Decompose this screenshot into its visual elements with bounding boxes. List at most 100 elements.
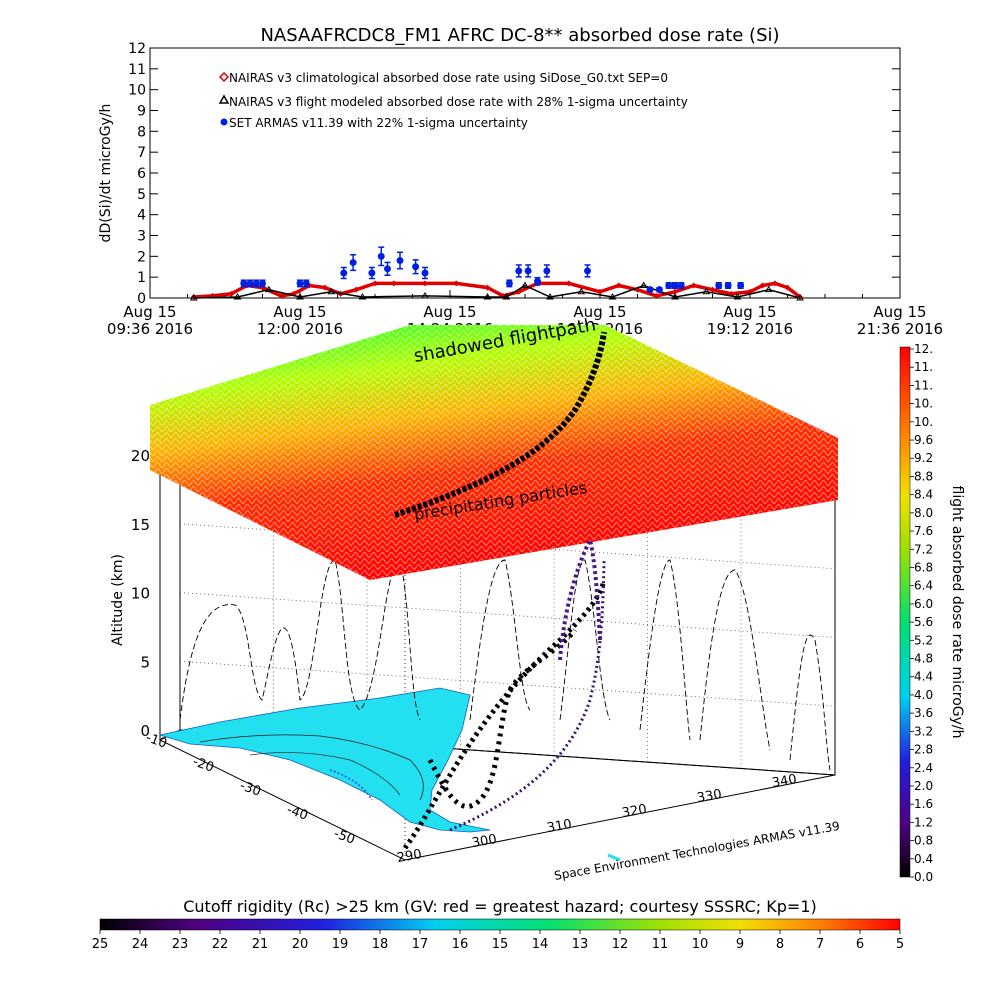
lon-tick-label: 320 xyxy=(621,802,648,821)
armas-point xyxy=(377,252,385,260)
rigidity-tick-label: 12 xyxy=(612,937,629,952)
plot-frame xyxy=(149,47,901,299)
colorbar-tick-label: 11. xyxy=(914,378,933,392)
climatological-point xyxy=(597,288,603,295)
colorbar-tick-label: 2.0 xyxy=(914,779,933,793)
x-tick-label-date: Aug 15 xyxy=(873,303,926,321)
rigidity-tick-label: 7 xyxy=(816,937,824,952)
rigidity-tick-label: 19 xyxy=(332,937,349,952)
armas-point xyxy=(349,259,357,267)
flight-modeled-point xyxy=(233,292,242,300)
rigidity-tick-label: 13 xyxy=(572,937,589,952)
armas-point xyxy=(515,267,523,275)
z-tick-label: 10 xyxy=(131,585,150,603)
rigidity-tick-label: 14 xyxy=(532,937,549,952)
y-tick-label: 1 xyxy=(137,270,146,286)
y-tick-label: 7 xyxy=(137,145,146,161)
armas-point xyxy=(340,269,348,277)
lon-tick-label: 310 xyxy=(546,817,573,836)
colorbar-tick-label: 5.2 xyxy=(914,633,933,647)
flight-modeled-point xyxy=(189,294,198,301)
climatological-point xyxy=(772,280,778,287)
climatological-point xyxy=(372,280,378,287)
climatological-point xyxy=(322,284,328,291)
lat-tick-label: -40 xyxy=(285,802,310,823)
colorbar-tick-label: 12. xyxy=(914,342,933,356)
y-tick-label: 3 xyxy=(137,229,146,245)
legend-label-armas: SET ARMAS v11.39 with 22% 1-sigma uncert… xyxy=(229,116,528,130)
flight-modeled-point xyxy=(608,292,617,300)
z-tick-label: 5 xyxy=(140,653,150,671)
shadowed-flightpath xyxy=(394,331,607,518)
x-tick-label-time: 09:36 2016 xyxy=(107,320,193,338)
flight-modeled-point xyxy=(702,287,711,295)
lat-tick-label: -10 xyxy=(144,730,169,751)
armas-point xyxy=(240,279,248,287)
lon-tick-label: 300 xyxy=(471,832,498,851)
climatological-point xyxy=(672,288,678,295)
slab-hatching xyxy=(150,325,838,580)
flight-modeled-point xyxy=(264,285,273,293)
map-island xyxy=(607,853,621,862)
legend-label-flight-modeled: NAIRAS v3 flight modeled absorbed dose r… xyxy=(229,95,688,109)
colorbar-tick-label: 3.2 xyxy=(914,724,933,738)
armas-point xyxy=(302,279,310,287)
colorbar-label: flight absorbed dose rate microGy/h xyxy=(949,486,965,739)
rigidity-tick-label: 5 xyxy=(896,937,904,952)
chart-title: NASAAFRCDC8_FM1 AFRC DC-8** absorbed dos… xyxy=(260,25,779,46)
rigidity-tick-label: 16 xyxy=(452,937,469,952)
colorbar-tick-label: 8.8 xyxy=(914,469,933,483)
colorbar-tick-label: 6.0 xyxy=(914,597,933,611)
colorbar-tick-label: 4.0 xyxy=(914,688,933,702)
armas-point xyxy=(724,282,732,289)
y-tick-label: 10 xyxy=(128,83,146,99)
flight-modeled-point xyxy=(671,292,679,300)
armas-point xyxy=(524,267,532,275)
colorbar-tick-label: 3.6 xyxy=(914,706,933,720)
armas-point xyxy=(421,269,429,277)
climatological-point xyxy=(353,286,360,293)
rigidity-tick-label: 17 xyxy=(412,937,429,952)
climatological-point xyxy=(484,284,491,291)
flight-modeled-point xyxy=(733,292,742,300)
3d-plot: shadowed flightpath precipitating partic… xyxy=(110,314,841,883)
climatological-point xyxy=(759,282,766,289)
colorbar-tick-label: 7.6 xyxy=(914,524,933,538)
climatological-point xyxy=(709,286,716,293)
climatological-point xyxy=(565,280,572,287)
armas-point xyxy=(737,282,745,289)
climatological-point xyxy=(784,284,791,291)
series-flight-modeled-line xyxy=(193,284,801,299)
y-tick-label: 0 xyxy=(137,291,146,307)
climatological-point xyxy=(228,290,235,297)
y-tick-label: 4 xyxy=(137,208,146,224)
legend-marker-flight-modeled xyxy=(218,94,230,104)
armas-point xyxy=(543,267,551,275)
altitude-profile xyxy=(179,559,831,771)
colorbar-tick-label: 6.4 xyxy=(914,579,933,593)
armas-point xyxy=(252,279,260,287)
colorbar-tick-label: 8.4 xyxy=(914,488,933,502)
colorbar-tick-label: 0.0 xyxy=(914,870,933,884)
z-tick-label: 15 xyxy=(131,516,150,534)
armas-point xyxy=(534,277,541,285)
armas-point xyxy=(246,279,254,287)
x-tick-label-time: 19:12 2016 xyxy=(707,320,793,338)
map-border xyxy=(199,734,424,801)
x-tick-label-date: Aug 15 xyxy=(423,303,476,321)
lat-tick-label: -20 xyxy=(191,754,216,775)
lon-tick-label: 290 xyxy=(396,847,423,866)
flight-modeled-point xyxy=(639,281,648,288)
y-tick-label: 2 xyxy=(137,249,146,265)
colorbar-tick-label: 2.4 xyxy=(914,761,933,775)
armas-point xyxy=(368,269,376,277)
rigidity-tick-label: 22 xyxy=(212,937,229,952)
credit-label: Space Environment Technologies ARMAS v11… xyxy=(553,819,841,883)
colorbar-tick-label: 1.2 xyxy=(914,815,933,829)
legend-label-climatological: NAIRAS v3 climatological absorbed dose r… xyxy=(229,71,668,85)
armas-point xyxy=(665,282,673,289)
wall-gridline xyxy=(179,660,836,707)
armas-point xyxy=(715,282,723,289)
colorbar-tick-label: 6.8 xyxy=(914,560,933,574)
